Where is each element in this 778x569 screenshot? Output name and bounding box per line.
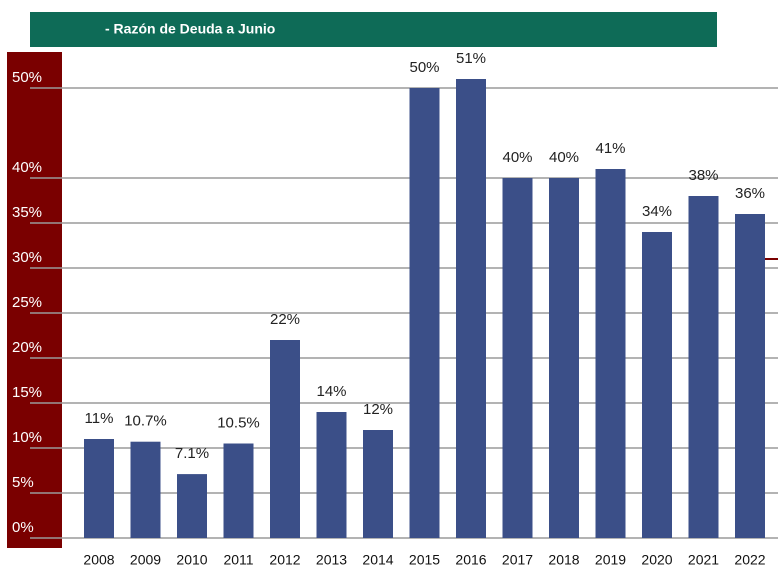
x-tick-label: 2009 [130, 552, 161, 568]
x-tick-label: 2016 [455, 552, 486, 568]
bar [688, 196, 719, 538]
bar [735, 214, 765, 538]
y-tick-label: 20% [12, 339, 42, 356]
bar [549, 178, 579, 538]
y-tick-label: 10% [12, 429, 42, 446]
x-tick-label: 2015 [409, 552, 440, 568]
x-tick-label: 2018 [548, 552, 579, 568]
bar [642, 232, 672, 538]
bar [363, 430, 393, 538]
x-tick-label: 2014 [362, 552, 393, 568]
axis-panel [7, 52, 62, 548]
y-tick-label: 35% [12, 204, 42, 221]
bar [456, 79, 486, 538]
value-label: 36% [735, 185, 765, 202]
x-tick-label: 2010 [176, 552, 207, 568]
y-tick-label: 0% [12, 519, 34, 536]
y-tick-label: 40% [12, 159, 42, 176]
bar [223, 443, 254, 538]
value-label: 11% [85, 410, 114, 427]
chart-title: - Razón de Deuda a Junio [105, 21, 275, 37]
value-label: 51% [456, 50, 486, 67]
value-label: 12% [363, 401, 393, 418]
x-tick-label: 2013 [316, 552, 347, 568]
value-label: 40% [549, 149, 579, 166]
value-label: 10.7% [124, 413, 167, 430]
x-tick-label: 2008 [83, 552, 114, 568]
x-tick-label: 2021 [688, 552, 719, 568]
value-label: 41% [595, 140, 625, 157]
x-tick-label: 2012 [269, 552, 300, 568]
bar [270, 340, 300, 538]
bar [502, 178, 533, 538]
value-label: 40% [502, 149, 532, 166]
value-label: 10.5% [217, 414, 260, 431]
value-label: 50% [409, 59, 439, 76]
y-tick-label: 25% [12, 294, 42, 311]
value-label: 14% [316, 383, 346, 400]
bar [177, 474, 207, 538]
value-label: 38% [688, 167, 718, 184]
value-label: 22% [270, 311, 300, 328]
y-tick-label: 30% [12, 249, 42, 266]
y-tick-label: 5% [12, 474, 34, 491]
title-bar [30, 12, 717, 47]
bar [316, 412, 347, 538]
bar [595, 169, 626, 538]
x-tick-label: 2011 [223, 552, 253, 568]
x-tick-label: 2022 [734, 552, 765, 568]
y-tick-label: 15% [12, 384, 42, 401]
y-tick-label: 50% [12, 69, 42, 86]
bar [84, 439, 114, 538]
x-tick-label: 2019 [595, 552, 626, 568]
value-label: 34% [642, 203, 672, 220]
bar [409, 88, 440, 538]
x-tick-label: 2020 [641, 552, 672, 568]
bar [130, 441, 161, 538]
x-tick-label: 2017 [502, 552, 533, 568]
value-label: 7.1% [175, 445, 209, 462]
